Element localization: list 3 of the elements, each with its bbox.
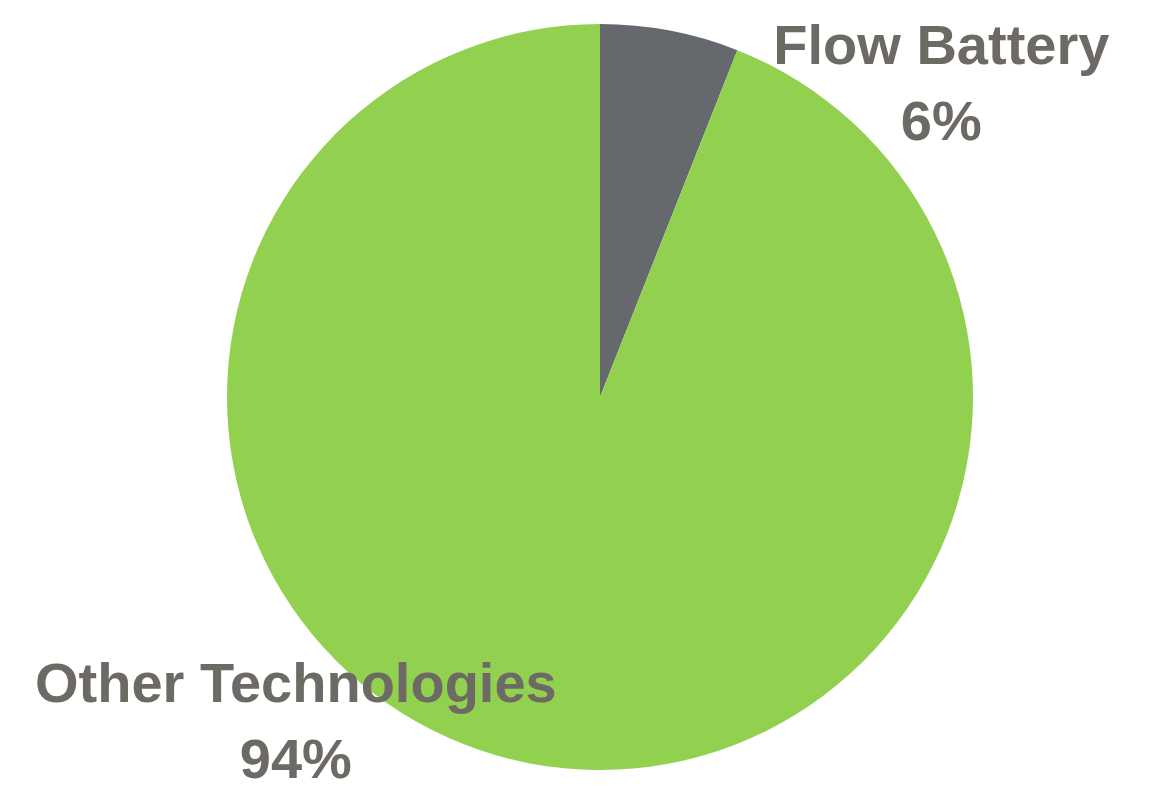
data-label: 94%: [239, 727, 352, 790]
data-label: 6%: [900, 89, 982, 152]
slice-label: Flow Battery: [773, 13, 1110, 76]
